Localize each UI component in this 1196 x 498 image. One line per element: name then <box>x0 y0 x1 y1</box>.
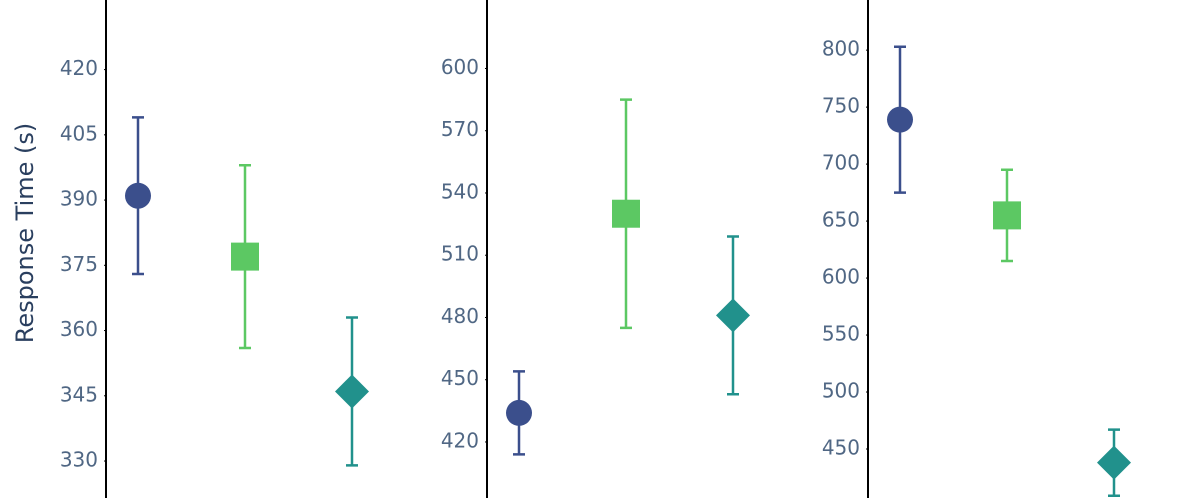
y-tick-label: 360 <box>60 317 98 341</box>
y-tick-label: 450 <box>822 435 860 459</box>
y-tick-label: 480 <box>441 304 479 328</box>
y-tick-label: 570 <box>441 117 479 141</box>
y-tick-label: 540 <box>441 179 479 203</box>
marker <box>887 106 913 133</box>
marker <box>125 182 151 209</box>
y-tick-label: 700 <box>822 151 860 175</box>
y-tick-label: 420 <box>441 428 479 452</box>
marker <box>335 374 369 409</box>
y-tick-label: 650 <box>822 208 860 232</box>
marker <box>506 399 532 426</box>
y-tick-label: 750 <box>822 94 860 118</box>
y-tick-label: 345 <box>60 382 98 406</box>
marker <box>716 298 750 333</box>
y-tick-label: 600 <box>822 265 860 289</box>
y-tick-label: 550 <box>822 322 860 346</box>
y-tick-label: 375 <box>60 252 98 276</box>
y-tick-label: 800 <box>822 37 860 61</box>
marker <box>993 201 1021 230</box>
y-tick-label: 450 <box>441 366 479 390</box>
y-tick-label: 330 <box>60 448 98 472</box>
y-tick-label: 390 <box>60 187 98 211</box>
y-tick-label: 405 <box>60 121 98 145</box>
marker <box>231 242 259 271</box>
y-tick-label: 600 <box>441 55 479 79</box>
y-axis-title: Response Time (s) <box>11 123 39 344</box>
marker <box>1097 445 1131 480</box>
marker <box>612 199 640 228</box>
y-tick-label: 420 <box>60 56 98 80</box>
y-tick-label: 510 <box>441 242 479 266</box>
y-tick-label: 500 <box>822 379 860 403</box>
